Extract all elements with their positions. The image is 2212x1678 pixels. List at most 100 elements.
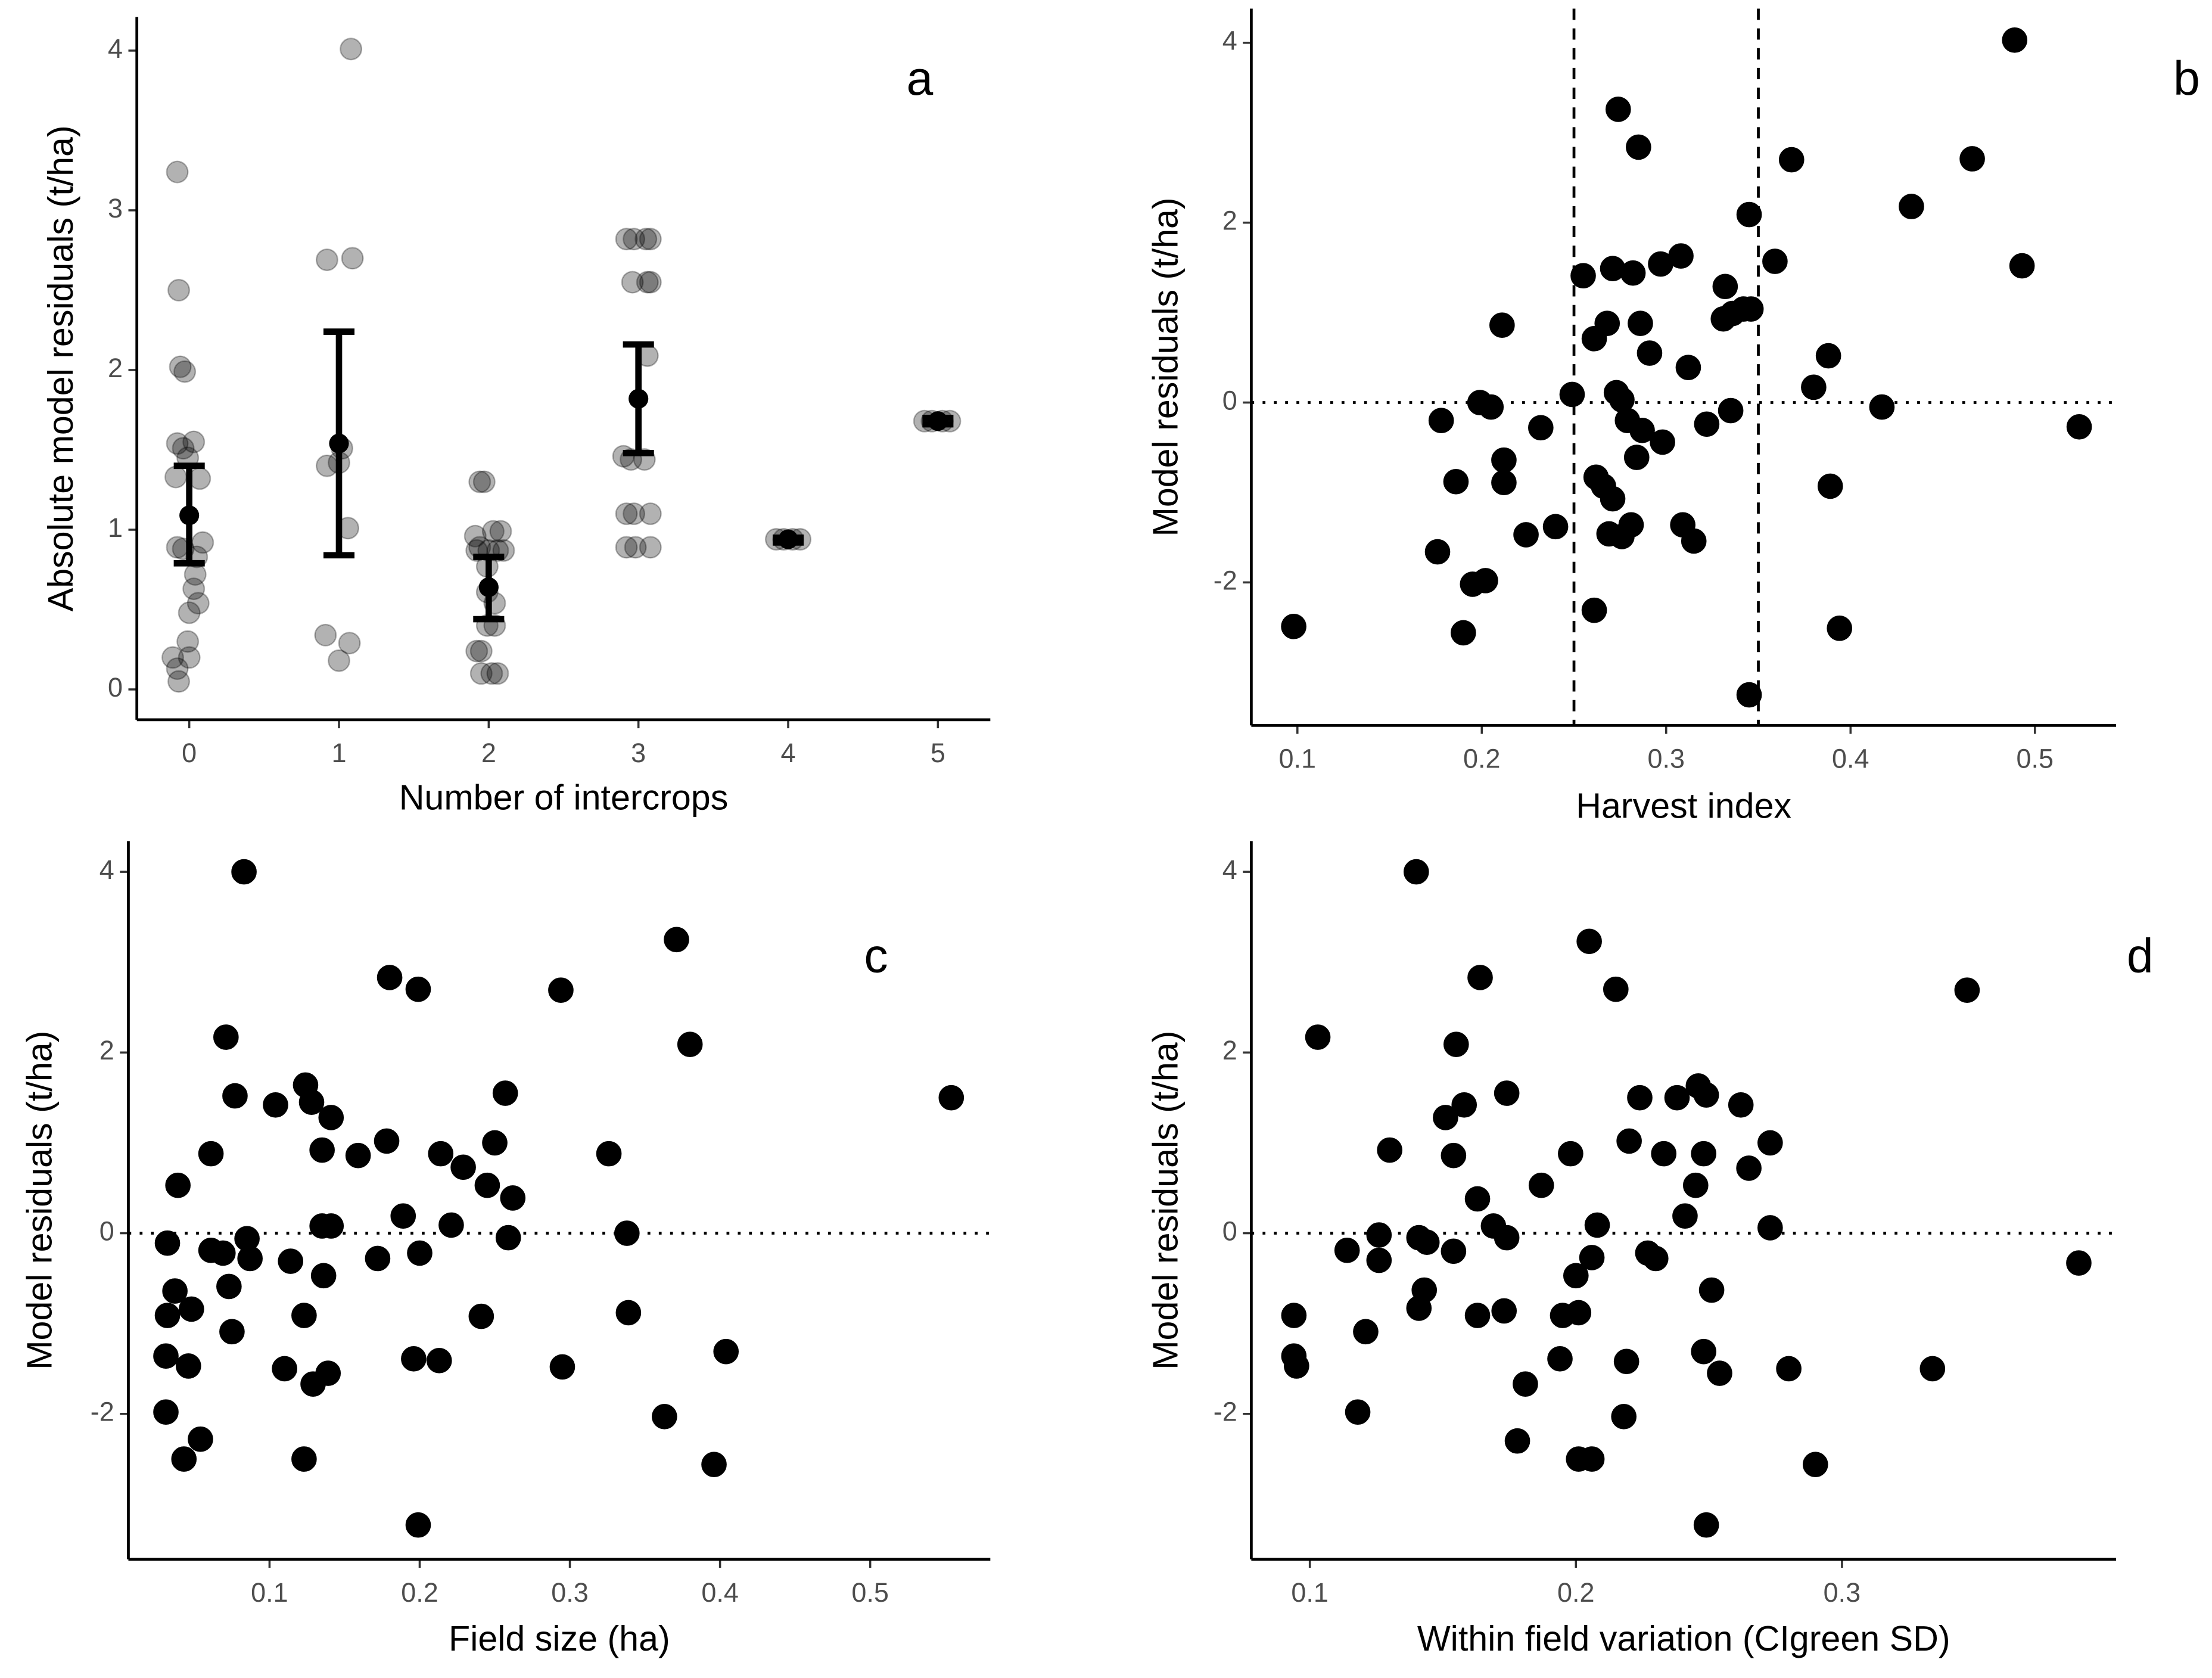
point bbox=[634, 228, 658, 251]
point bbox=[463, 524, 487, 548]
point bbox=[1815, 343, 1841, 369]
point bbox=[639, 228, 662, 251]
point bbox=[315, 1360, 341, 1386]
point bbox=[500, 1185, 526, 1211]
point bbox=[172, 437, 195, 460]
point bbox=[469, 662, 493, 685]
point bbox=[1651, 1141, 1677, 1167]
point bbox=[1478, 394, 1504, 420]
point bbox=[1584, 1212, 1610, 1238]
point bbox=[468, 470, 491, 493]
point bbox=[426, 1348, 452, 1374]
point bbox=[677, 1031, 703, 1057]
point bbox=[213, 1024, 239, 1050]
y-tick-label: 2 bbox=[1222, 206, 1237, 236]
point bbox=[1491, 447, 1517, 473]
point bbox=[1623, 445, 1650, 470]
x-tick-label: 0.3 bbox=[1648, 743, 1685, 773]
point bbox=[639, 271, 662, 294]
point bbox=[178, 601, 201, 624]
x-tick-label: 0.1 bbox=[251, 1577, 288, 1608]
point bbox=[1443, 1031, 1469, 1057]
point bbox=[1542, 514, 1569, 540]
point bbox=[1494, 1225, 1520, 1251]
mean-point bbox=[478, 577, 499, 598]
point bbox=[179, 1296, 204, 1322]
panel-label: c bbox=[864, 930, 888, 983]
point bbox=[219, 1319, 245, 1345]
point bbox=[153, 1399, 179, 1425]
point bbox=[1707, 1360, 1732, 1386]
point bbox=[481, 520, 505, 543]
x-tick-label: 1 bbox=[331, 738, 346, 768]
y-tick-label: 1 bbox=[108, 512, 123, 543]
point bbox=[1414, 1229, 1440, 1256]
point bbox=[1762, 248, 1788, 274]
point bbox=[1441, 1238, 1467, 1264]
point bbox=[549, 1354, 575, 1380]
point bbox=[1675, 355, 1701, 380]
point bbox=[171, 1446, 197, 1472]
panel-label: d bbox=[2127, 930, 2154, 983]
point bbox=[166, 657, 189, 680]
point bbox=[1366, 1222, 1392, 1248]
point bbox=[1919, 1356, 1946, 1382]
point bbox=[1428, 408, 1454, 434]
point bbox=[701, 1452, 727, 1477]
point bbox=[318, 1105, 344, 1130]
point bbox=[166, 432, 189, 455]
point bbox=[938, 1085, 965, 1111]
point bbox=[1801, 374, 1827, 400]
point bbox=[401, 1345, 427, 1372]
point bbox=[2002, 27, 2028, 53]
point bbox=[272, 1356, 297, 1382]
point bbox=[621, 271, 644, 294]
point bbox=[1281, 1303, 1307, 1328]
point bbox=[1377, 1137, 1402, 1163]
x-tick-label: 4 bbox=[781, 738, 796, 768]
point bbox=[1664, 1085, 1690, 1111]
x-tick-label: 0.2 bbox=[401, 1577, 438, 1608]
point bbox=[480, 662, 503, 685]
point bbox=[182, 430, 206, 453]
y-tick-label: -2 bbox=[1214, 565, 1237, 595]
mean-point bbox=[179, 505, 200, 526]
point bbox=[1611, 1403, 1637, 1430]
point bbox=[1443, 469, 1469, 495]
point bbox=[1491, 470, 1517, 496]
point bbox=[186, 592, 210, 615]
point bbox=[161, 646, 184, 669]
x-tick-label: 0.5 bbox=[2017, 743, 2054, 773]
x-axis-title: Harvest index bbox=[1576, 786, 1791, 826]
point bbox=[1489, 312, 1515, 338]
point bbox=[1513, 522, 1539, 548]
y-tick-label: 0 bbox=[99, 1216, 114, 1246]
point bbox=[1334, 1238, 1360, 1263]
point bbox=[315, 248, 338, 271]
point bbox=[1513, 1371, 1538, 1397]
point bbox=[1366, 1247, 1392, 1273]
point bbox=[318, 1213, 344, 1239]
point bbox=[405, 1512, 431, 1538]
point bbox=[1736, 682, 1762, 708]
point bbox=[615, 502, 638, 526]
point bbox=[639, 502, 662, 526]
point bbox=[1504, 1428, 1530, 1454]
point bbox=[178, 646, 201, 669]
point bbox=[1576, 928, 1602, 955]
panel-label: a bbox=[907, 52, 934, 105]
point bbox=[210, 1240, 236, 1266]
point bbox=[1642, 1245, 1669, 1272]
point bbox=[1637, 340, 1663, 366]
point bbox=[2009, 253, 2035, 279]
point bbox=[472, 470, 496, 493]
point bbox=[167, 670, 191, 693]
point bbox=[188, 1426, 213, 1452]
point bbox=[438, 1212, 464, 1238]
point bbox=[405, 976, 431, 1002]
point bbox=[1776, 1356, 1802, 1382]
point bbox=[1693, 1512, 1719, 1538]
point bbox=[198, 1141, 224, 1167]
